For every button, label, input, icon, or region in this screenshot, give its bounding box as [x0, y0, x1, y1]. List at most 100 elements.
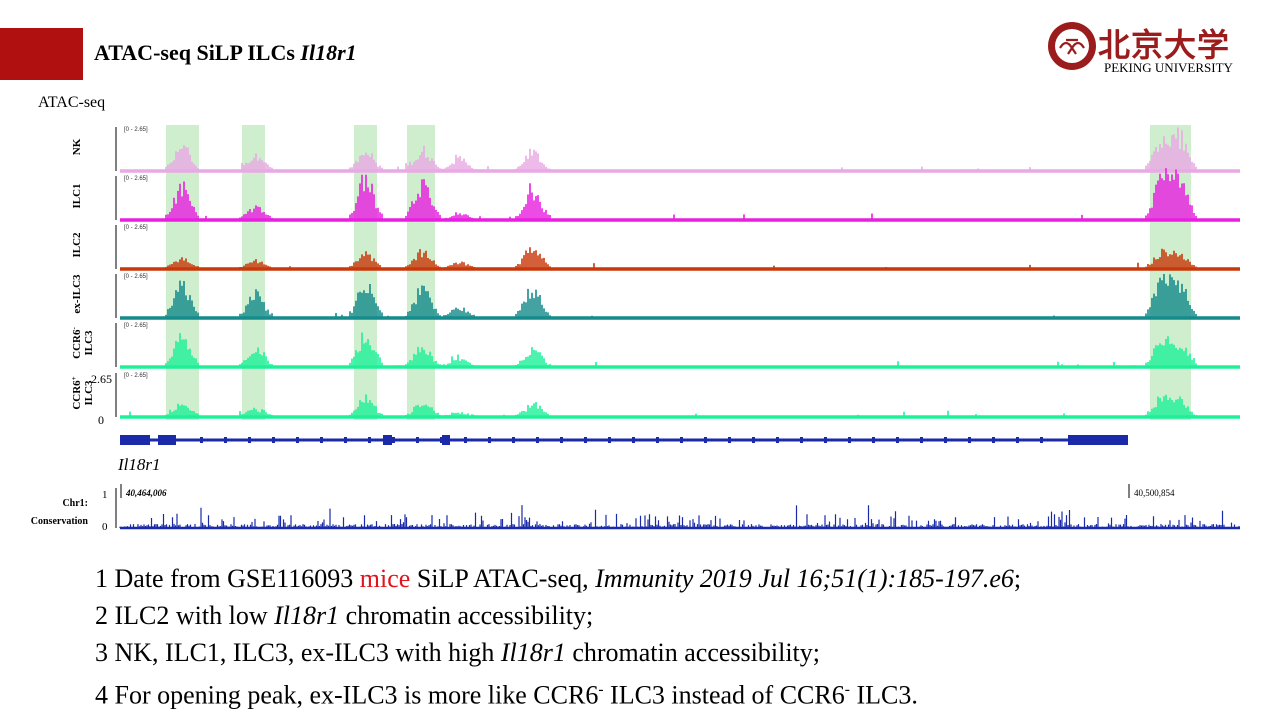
note-3-text-e: chromatin accessibility;	[565, 638, 820, 667]
note-1-citation: Immunity 2019 Jul 16;51(1):185-197.e6	[595, 564, 1014, 593]
track-signal	[127, 168, 1239, 220]
gene-exon-2	[158, 435, 176, 445]
highlight-region-5	[1150, 125, 1191, 420]
notes-list: 1 Date from GSE116093 mice SiLP ATAC-seq…	[95, 560, 1021, 714]
track-range-label: [0 - 2.65]	[124, 225, 148, 231]
coord-end-label: 40,500,854	[1134, 488, 1175, 498]
note-3-gene: Il18r1	[500, 638, 566, 667]
track-ilc2: [0 - 2.65] ILC2	[71, 225, 1240, 271]
slide-title-gene: Il18r1	[300, 40, 357, 65]
conservation-axis-max: 1	[102, 489, 108, 501]
gene-exon-small	[728, 437, 731, 443]
note-4-sup-2: -	[844, 681, 850, 698]
gene-exon-small	[320, 437, 323, 443]
track-signal	[123, 274, 1239, 318]
logo-chinese-text: 北京大学	[1098, 26, 1231, 64]
note-1-text-a: Date from GSE116093	[108, 564, 360, 593]
track-signal	[125, 332, 1237, 367]
track-signal	[123, 127, 1239, 171]
highlight-region-4	[407, 125, 435, 420]
conservation-label-title: Conservation	[31, 516, 89, 527]
gene-exon-small	[632, 437, 635, 443]
atac-seq-label: ATAC-seq	[38, 94, 106, 111]
note-2-number: 2	[95, 601, 108, 630]
note-1-text-c: SiLP ATAC-seq,	[410, 564, 596, 593]
gene-exon-small	[200, 437, 203, 443]
gene-exon-small	[440, 437, 443, 443]
gene-exon-small	[272, 437, 275, 443]
gene-exon-small	[296, 437, 299, 443]
note-4-text-b: ILC3 instead of CCR6	[603, 680, 845, 710]
gene-exon-small	[872, 437, 875, 443]
track-label-line2: ILC3	[83, 330, 95, 356]
track-ex-ilc3: [0 - 2.65] ex-ILC3	[71, 274, 1240, 320]
conservation-signal	[119, 505, 1240, 528]
gene-exon-small	[392, 437, 395, 443]
gene-exon-small	[464, 437, 467, 443]
track-range-label: [0 - 2.65]	[124, 176, 148, 182]
gene-exon-5	[1068, 435, 1128, 445]
gene-exon-4	[442, 435, 450, 445]
note-1-number: 1	[95, 564, 108, 593]
gene-exon-small	[800, 437, 803, 443]
track-label: ILC1	[71, 183, 83, 208]
gene-exon-small	[920, 437, 923, 443]
gene-exon-small	[488, 437, 491, 443]
track-range-label: [0 - 2.65]	[124, 323, 148, 329]
note-2-text-e: chromatin accessibility;	[339, 601, 594, 630]
note-3: 3 NK, ILC1, ILC3, ex-ILC3 with high Il18…	[95, 634, 1021, 671]
gene-exon-small	[992, 437, 995, 443]
gene-exon-small	[968, 437, 971, 443]
slide-title-text: ATAC-seq SiLP ILCs	[94, 40, 301, 65]
logo-english-text: PEKING UNIVERSITY	[1104, 60, 1233, 75]
gene-exon-small	[344, 437, 347, 443]
gene-exon-small	[416, 437, 419, 443]
gene-exon-small	[776, 437, 779, 443]
track-label: ILC2	[71, 232, 83, 258]
conservation-axis-min: 0	[102, 521, 108, 533]
note-3-number: 3	[95, 638, 108, 667]
pku-seal-emblem	[1059, 38, 1085, 55]
slide-title: ATAC-seq SiLP ILCs Il18r1	[94, 40, 357, 66]
note-2-text-a: ILC2 with low	[108, 601, 275, 630]
track-range-label: [0 - 2.65]	[124, 274, 148, 280]
note-1-text-e: ;	[1013, 564, 1022, 593]
gene-exon-small	[512, 437, 515, 443]
gene-exon-small	[560, 437, 563, 443]
note-4-text-a: For opening peak, ex-ILC3 is more like C…	[108, 680, 599, 710]
title-accent-bar	[0, 28, 83, 80]
track-label-line2: ILC3	[83, 380, 95, 406]
conservation-layer: Chr1: Conservation 1 0 40,464,006 40,500,854	[31, 484, 1240, 533]
track-range-label: [0 - 2.65]	[124, 373, 148, 379]
gene-exon-small	[752, 437, 755, 443]
note-4-sup-1: -	[598, 681, 604, 698]
coord-start-label: 40,464,006	[125, 488, 167, 498]
conservation-label-chr: Chr1:	[62, 498, 88, 509]
gene-exon-small	[608, 437, 611, 443]
track-label: CCR6+	[70, 376, 83, 409]
track-label: NK	[71, 138, 83, 155]
axis-min-label: 0	[98, 413, 104, 427]
note-2-gene: Il18r1	[274, 601, 340, 630]
track-nk: [0 - 2.65] NK	[71, 127, 1240, 173]
note-4: 4 For opening peak, ex-ILC3 is more like…	[95, 671, 1021, 714]
pku-logo	[1048, 22, 1096, 70]
track-range-label: [0 - 2.65]	[124, 127, 148, 133]
highlight-region-2	[242, 125, 265, 420]
gene-exon-small	[656, 437, 659, 443]
gene-exon-small	[536, 437, 539, 443]
track-signal	[123, 247, 1239, 269]
note-4-number: 4	[95, 680, 108, 710]
note-2: 2 ILC2 with low Il18r1 chromatin accessi…	[95, 597, 1021, 634]
genome-browser-figure: [0 - 2.65] NK [0 - 2.65] ILC1 [0 - 2.65] ILC2…	[31, 125, 1240, 533]
gene-model-layer: Il18r1	[117, 435, 1128, 474]
track-label: CCR6-	[70, 327, 83, 359]
note-1: 1 Date from GSE116093 mice SiLP ATAC-seq…	[95, 560, 1021, 597]
note-1-highlight: mice	[359, 564, 411, 593]
track-ilc1: [0 - 2.65] ILC1	[71, 168, 1240, 222]
gene-exon-3	[383, 435, 392, 445]
note-4-text-e: ILC3.	[849, 680, 918, 710]
track-ccr6-ilc3: [0 - 2.65] CCR6-ILC3	[70, 323, 1240, 369]
track-ccr6-ilc3: [0 - 2.65] CCR6+ILC3	[70, 373, 1240, 419]
highlight-region-1	[166, 125, 199, 420]
